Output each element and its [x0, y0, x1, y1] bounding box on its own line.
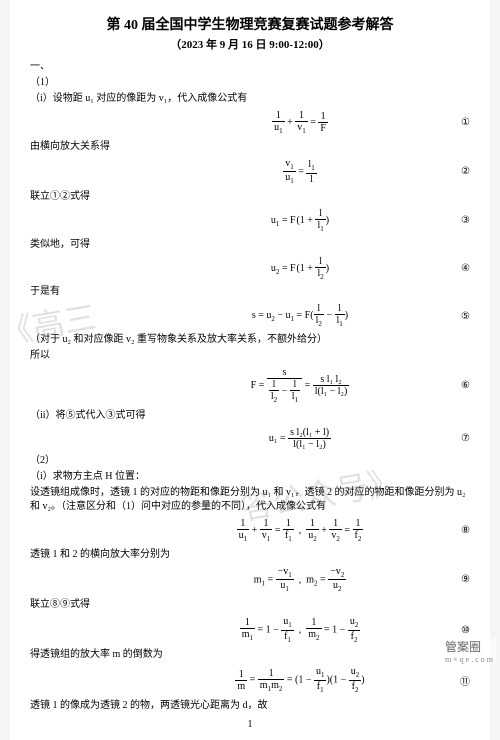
- eq-row-7: u₁ = s l₂(l₁ + l)l(l₁ − l₂) ⑦: [30, 427, 470, 450]
- eq-tag-1: ①: [440, 117, 470, 128]
- eq-row-4: u2 = F (1 + ll2) ④: [30, 256, 470, 282]
- note-5: （对于 u₂ 和对应像距 v₂ 重写物象关系及放大率关系，不额外给分）: [30, 333, 470, 347]
- eq-tag-3: ③: [440, 215, 470, 226]
- eq-row-2: v1u1 = l1l ②: [30, 158, 470, 186]
- eq-row-6: F = sll2 − ll1 = s l₁ l₂l(l₁ − l₂) ⑥: [30, 367, 470, 405]
- line-so: 于是有: [30, 285, 470, 299]
- eq-row-1: 1u1 + 1v1 = 1F ①: [30, 110, 470, 136]
- eq-row-10: 1m1 = 1 − u1f1 , 1m2 = 1 − u2f2 ⑩: [30, 616, 470, 644]
- line-H: （i）求物方主点 H 位置：: [30, 470, 470, 484]
- page-number: 1: [30, 719, 470, 730]
- part-1-label: （1）: [30, 76, 470, 90]
- line-join89: 联立⑧⑨式得: [30, 598, 470, 612]
- equation-2: v1u1 = l1l: [160, 158, 440, 186]
- line-lateral: 由横向放大关系得: [30, 140, 470, 154]
- eq-tag-9: ⑨: [440, 574, 470, 585]
- equation-3: u1 = F (1 + ll1): [160, 208, 440, 234]
- equation-1: 1u1 + 1v1 = 1F: [160, 110, 440, 136]
- eq-tag-5: ⑤: [440, 311, 470, 322]
- eq-row-3: u1 = F (1 + ll1) ③: [30, 208, 470, 234]
- doc-subtitle: （2023 年 9 月 16 日 9:00-12:00）: [30, 36, 470, 52]
- line-lens-setup: 设透镜组成像时，透镜 1 的对应的物距和像距分别为 u₁ 和 v₁，透镜 2 的…: [30, 486, 470, 514]
- corner-watermark: 管案圈 m × q e . c o m: [442, 637, 496, 665]
- section-one-label: 一、: [30, 60, 470, 74]
- line-i: （i）设物距 u₁ 对应的像距为 v₁，代入成像公式有: [30, 92, 470, 106]
- line-ii: （ii）将⑤式代入③式可得: [30, 409, 470, 423]
- eq-tag-11: ⑪: [440, 673, 470, 688]
- part-2-label: （2）: [30, 454, 470, 468]
- line-join12: 联立①②式得: [30, 190, 470, 204]
- equation-10: 1m1 = 1 − u1f1 , 1m2 = 1 − u2f2: [160, 616, 440, 644]
- line-similarly: 类似地，可得: [30, 238, 470, 252]
- equation-5: s = u2 − u1 = F(ll2 − ll1): [160, 303, 440, 329]
- corner-brand: 管案圈: [445, 640, 481, 654]
- eq-tag-2: ②: [440, 166, 470, 177]
- corner-url: m × q e . c o m: [445, 655, 493, 664]
- eq-row-9: m1 = −v1u1 , m2 = −v2u2 ⑨: [30, 566, 470, 594]
- equation-8: 1u1 + 1v1 = 1f1 , 1u2 + 1v2 = 1f2: [160, 518, 440, 544]
- equation-6: F = sll2 − ll1 = s l₁ l₂l(l₁ − l₂): [160, 367, 440, 405]
- eq-row-8: 1u1 + 1v1 = 1f1 , 1u2 + 1v2 = 1f2 ⑧: [30, 518, 470, 544]
- eq-tag-7: ⑦: [440, 433, 470, 444]
- eq-row-11: 1m = 1m1m2 = (1 − u1f1)(1 − u2f2) ⑪: [30, 666, 470, 694]
- line-total-mag: 得透镜组的放大率 m 的倒数为: [30, 648, 470, 662]
- line-mag: 透镜 1 和 2 的横向放大率分别为: [30, 548, 470, 562]
- line-therefore: 所以: [30, 349, 470, 363]
- equation-11: 1m = 1m1m2 = (1 − u1f1)(1 − u2f2): [160, 666, 440, 694]
- eq-tag-10: ⑩: [440, 625, 470, 636]
- equation-9: m1 = −v1u1 , m2 = −v2u2: [160, 566, 440, 594]
- eq-row-5: s = u2 − u1 = F(ll2 − ll1) ⑤: [30, 303, 470, 329]
- doc-title: 第 40 届全国中学生物理竞赛复赛试题参考解答: [30, 14, 470, 34]
- equation-4: u2 = F (1 + ll2): [160, 256, 440, 282]
- line-dist: 透镜 1 的像成为透镜 2 的物，两透镜光心距离为 d，故: [30, 699, 470, 713]
- eq-tag-8: ⑧: [440, 525, 470, 536]
- equation-7: u₁ = s l₂(l₁ + l)l(l₁ − l₂): [160, 427, 440, 450]
- eq-tag-4: ④: [440, 263, 470, 274]
- page: 第 40 届全国中学生物理竞赛复赛试题参考解答 （2023 年 9 月 16 日…: [10, 0, 490, 740]
- eq-tag-6: ⑥: [440, 380, 470, 391]
